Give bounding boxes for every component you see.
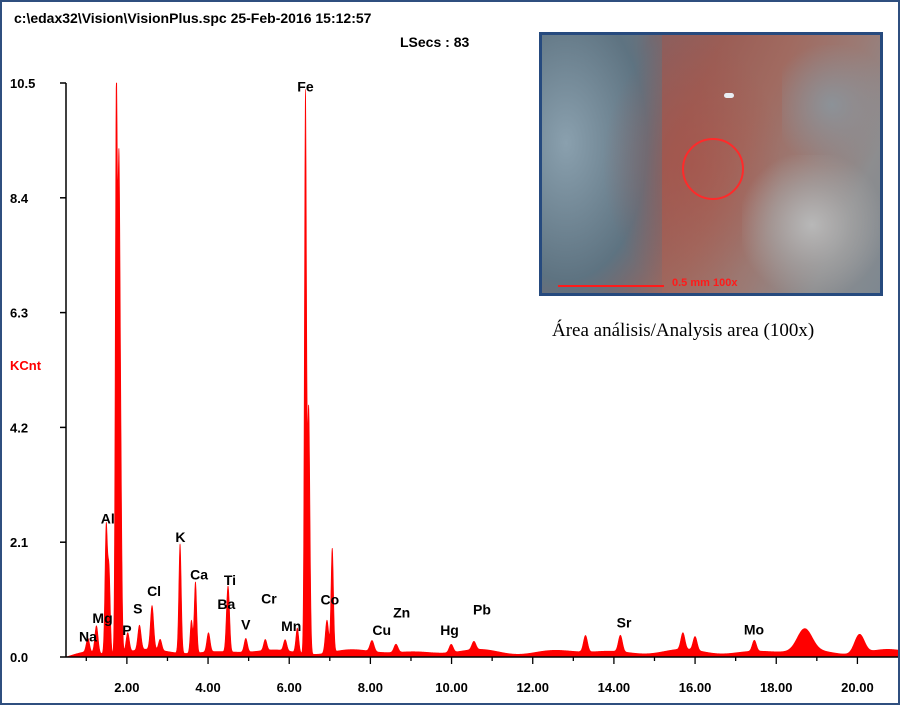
element-label-k: K — [175, 529, 185, 545]
y-tick-label: 8.4 — [10, 191, 29, 206]
element-label-co: Co — [320, 592, 339, 608]
analysis-area-circle — [682, 138, 744, 200]
micrograph-texture — [742, 155, 880, 293]
element-label-cr: Cr — [261, 590, 277, 606]
element-label-ba: Ba — [217, 596, 235, 612]
x-tick-label: 18.00 — [760, 680, 793, 695]
x-axis: 2.00 4.00 6.00 8.00 10.00 12.00 14.00 16.00 18.0… — [66, 656, 898, 695]
x-tick-label: 12.00 — [516, 680, 549, 695]
live-seconds: LSecs : 83 — [400, 34, 470, 50]
y-tick-label: 0.0 — [10, 650, 28, 665]
spectrum-series — [65, 82, 898, 658]
inset-caption: Área análisis/Analysis area (100x) — [552, 320, 815, 341]
scale-bar — [558, 285, 664, 287]
x-tick-label: 16.00 — [679, 680, 712, 695]
x-tick-label: 6.00 — [277, 680, 302, 695]
y-axis: 0.0 2.1 4.2 6.3 8.4 10.5 — [10, 76, 67, 665]
element-label-v: V — [241, 617, 251, 633]
x-tick-label: 2.00 — [114, 680, 139, 695]
element-label-fe: Fe — [297, 79, 314, 95]
element-label-mg: Mg — [92, 610, 112, 626]
element-label-zn: Zn — [393, 605, 410, 621]
element-label-ti: Ti — [224, 572, 236, 588]
element-label-mn: Mn — [281, 618, 301, 634]
y-tick-label: 10.5 — [10, 76, 35, 91]
element-label-na: Na — [79, 629, 97, 645]
y-tick-label: 6.3 — [10, 306, 28, 321]
element-label-hg: Hg — [440, 622, 459, 638]
element-label-pb: Pb — [473, 601, 491, 617]
y-tick-label: 2.1 — [10, 535, 28, 550]
file-info: c:\edax32\Vision\VisionPlus.spc 25-Feb-2… — [14, 10, 372, 26]
element-label-al: Al — [101, 511, 115, 527]
micrograph-texture — [782, 45, 880, 165]
x-tick-label: 10.00 — [435, 680, 468, 695]
x-tick-label: 4.00 — [195, 680, 220, 695]
y-tick-label: 4.2 — [10, 420, 28, 435]
element-label-s: S — [133, 600, 142, 616]
element-label-sr: Sr — [617, 614, 632, 630]
element-label-ca: Ca — [190, 566, 208, 582]
micrograph-reflection — [724, 93, 734, 98]
x-tick-label: 8.00 — [358, 680, 383, 695]
scale-text: 0.5 mm 100x — [672, 277, 738, 289]
x-tick-label: 14.00 — [598, 680, 631, 695]
x-tick-label: 20.00 — [841, 680, 874, 695]
element-label-cu: Cu — [372, 622, 391, 638]
micrograph-inset: 0.5 mm 100x — [539, 32, 883, 296]
element-label-p: P — [122, 622, 131, 638]
y-axis-label: KCnt — [10, 358, 42, 373]
element-label-mo: Mo — [744, 622, 764, 638]
element-label-cl: Cl — [147, 583, 161, 599]
